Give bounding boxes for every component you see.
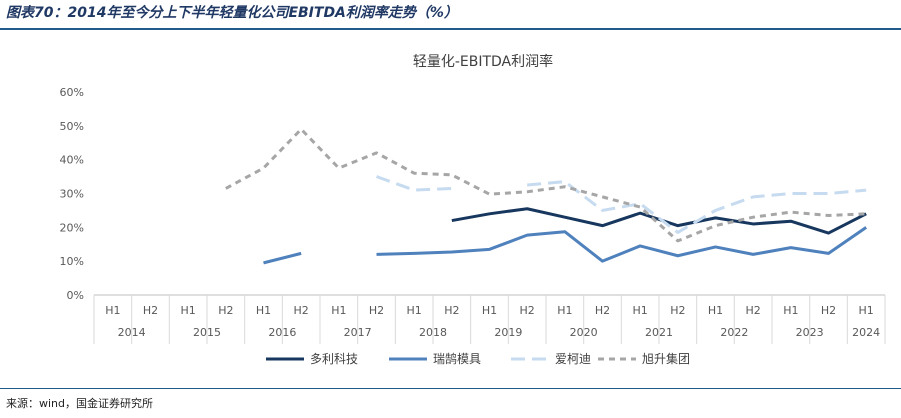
chart-axes: 0% 10% 20% 30% 40% 50% 60% H1 H2 H1 H2 H1 H2 H1 H2 H1 H2…: [60, 86, 886, 344]
legend-label: 旭升集团: [642, 351, 690, 366]
x-tick-label: H2: [218, 304, 233, 317]
x-year-label: 2020: [570, 326, 598, 339]
x-year-label: 2021: [645, 326, 673, 339]
x-tick-label: H2: [746, 304, 761, 317]
x-year-label: 2014: [118, 326, 146, 339]
chart-legend: 多利科技 瑞鹄模具 爱柯迪 旭升集团: [266, 351, 690, 366]
x-tick-label: H2: [294, 304, 309, 317]
x-year-label: 2016: [268, 326, 296, 339]
y-tick-label: 50%: [60, 120, 84, 133]
line-chart: 轻量化-EBITDA利润率 0% 10% 20% 30% 40% 50% 60% H1 H2 H1…: [60, 53, 886, 366]
x-tick-label: H1: [557, 304, 572, 317]
x-year-label: 2023: [796, 326, 824, 339]
x-year-label: 2015: [193, 326, 221, 339]
y-tick-label: 0%: [67, 289, 84, 302]
chart-series: [225, 127, 868, 265]
top-divider: [0, 28, 901, 30]
series-line: [376, 226, 868, 263]
x-tick-label: H2: [143, 304, 158, 317]
x-year-label: 2017: [344, 326, 372, 339]
y-tick-label: 60%: [60, 86, 84, 99]
x-tick-label: H1: [181, 304, 196, 317]
chart-title: 轻量化-EBITDA利润率: [413, 53, 553, 70]
x-tick-label: H1: [331, 304, 346, 317]
legend-label: 瑞鹄模具: [433, 352, 481, 366]
x-tick-label: H2: [595, 304, 610, 317]
x-tick-label: H1: [859, 304, 874, 317]
series-line: [527, 180, 867, 234]
y-tick-label: 10%: [60, 255, 84, 268]
x-tick-label: H2: [369, 304, 384, 317]
bottom-divider: [0, 388, 901, 389]
y-tick-label: 40%: [60, 154, 84, 167]
series-line: [375, 175, 452, 192]
x-tick-label: H2: [821, 304, 836, 317]
x-tick-label: H2: [444, 304, 459, 317]
legend-label: 多利科技: [310, 352, 358, 366]
y-tick-label: 30%: [60, 188, 84, 201]
legend-label: 爱柯迪: [555, 352, 591, 366]
y-tick-label: 20%: [60, 221, 84, 234]
x-year-label: 2018: [419, 326, 447, 339]
series-line: [263, 251, 302, 265]
x-tick-label: H1: [633, 304, 648, 317]
x-tick-label: H1: [482, 304, 497, 317]
x-year-label: 2022: [720, 326, 748, 339]
x-tick-label: H2: [520, 304, 535, 317]
x-tick-label: H2: [670, 304, 685, 317]
source-note: 来源：wind，国金证券研究所: [6, 397, 154, 410]
x-year-label: 2024: [852, 326, 880, 339]
figure-title: 图表70：2014年至今分上下半年轻量化公司EBITDA利润率走势（%）: [6, 5, 458, 21]
x-tick-label: H1: [783, 304, 798, 317]
x-tick-label: H1: [708, 304, 723, 317]
x-tick-label: H1: [256, 304, 271, 317]
x-tick-label: H1: [105, 304, 120, 317]
x-tick-label: H1: [407, 304, 422, 317]
x-year-label: 2019: [494, 326, 522, 339]
